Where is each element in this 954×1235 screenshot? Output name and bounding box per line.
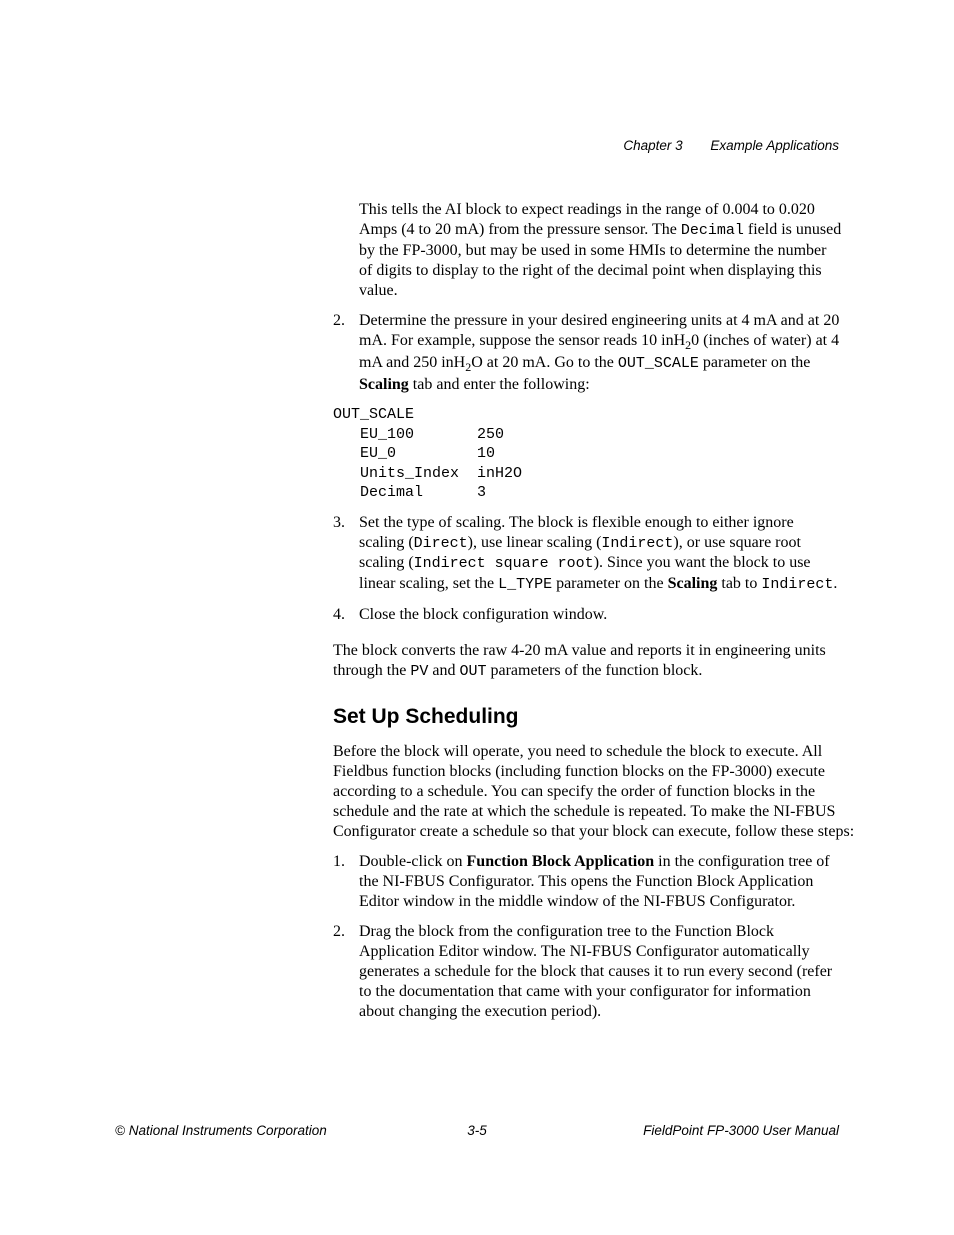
page-header: Chapter 3 Example Applications bbox=[623, 138, 839, 153]
text: . bbox=[833, 575, 837, 592]
content-area: This tells the AI block to expect readin… bbox=[333, 200, 843, 1032]
list-item: 4. Close the block configuration window. bbox=[333, 605, 843, 625]
item-number: 4. bbox=[333, 605, 345, 625]
code-out: OUT bbox=[459, 663, 486, 680]
sched-intro-paragraph: Before the block will operate, you need … bbox=[333, 742, 869, 842]
header-chapter: Chapter 3 bbox=[623, 138, 682, 153]
text: tab and enter the following: bbox=[409, 376, 590, 393]
text: Double-click on bbox=[359, 853, 467, 870]
list-item: 2. Determine the pressure in your desire… bbox=[333, 311, 843, 395]
list-item: 1. Double-click on Function Block Applic… bbox=[333, 852, 843, 912]
list-item: 3. Set the type of scaling. The block is… bbox=[333, 513, 843, 595]
list-item: 2. Drag the block from the configuration… bbox=[333, 922, 843, 1022]
text: Close the block configuration window. bbox=[359, 606, 607, 623]
numbered-list-1: 2. Determine the pressure in your desire… bbox=[333, 311, 843, 395]
text: ), use linear scaling ( bbox=[468, 534, 602, 551]
code-indirect2: Indirect bbox=[761, 576, 833, 593]
code-block-out-scale: OUT_SCALE EU_100 250 EU_0 10 Units_Index… bbox=[333, 405, 843, 503]
text: parameter on the bbox=[699, 354, 811, 371]
text: parameter on the bbox=[552, 575, 668, 592]
bold-scaling: Scaling bbox=[668, 575, 718, 592]
code-pv: PV bbox=[410, 663, 428, 680]
page: Chapter 3 Example Applications This tell… bbox=[0, 0, 954, 1235]
code-indirect-sqrt: Indirect square root bbox=[414, 555, 594, 572]
bold-fba: Function Block Application bbox=[467, 853, 655, 870]
heading-set-up-scheduling: Set Up Scheduling bbox=[333, 704, 869, 730]
code-decimal: Decimal bbox=[681, 222, 744, 239]
text: Drag the block from the configuration tr… bbox=[359, 923, 832, 1020]
text: O at 20 mA. Go to the bbox=[471, 354, 618, 371]
after-list-paragraph: The block converts the raw 4-20 mA value… bbox=[333, 641, 869, 682]
code-out-scale: OUT_SCALE bbox=[618, 355, 699, 372]
item-number: 2. bbox=[333, 311, 345, 331]
bold-scaling: Scaling bbox=[359, 376, 409, 393]
text: and bbox=[428, 662, 459, 679]
code-indirect: Indirect bbox=[601, 535, 673, 552]
item-number: 3. bbox=[333, 513, 345, 533]
numbered-list-1b: 3. Set the type of scaling. The block is… bbox=[333, 513, 843, 625]
numbered-list-2: 1. Double-click on Function Block Applic… bbox=[333, 852, 843, 1022]
text: tab to bbox=[717, 575, 761, 592]
intro-paragraph: This tells the AI block to expect readin… bbox=[359, 200, 843, 301]
item-number: 1. bbox=[333, 852, 345, 872]
text: parameters of the function block. bbox=[486, 662, 702, 679]
header-title: Example Applications bbox=[710, 138, 839, 153]
item-number: 2. bbox=[333, 922, 345, 942]
code-direct: Direct bbox=[414, 535, 468, 552]
code-ltype: L_TYPE bbox=[498, 576, 552, 593]
footer-manual-title: FieldPoint FP-3000 User Manual bbox=[643, 1123, 839, 1138]
